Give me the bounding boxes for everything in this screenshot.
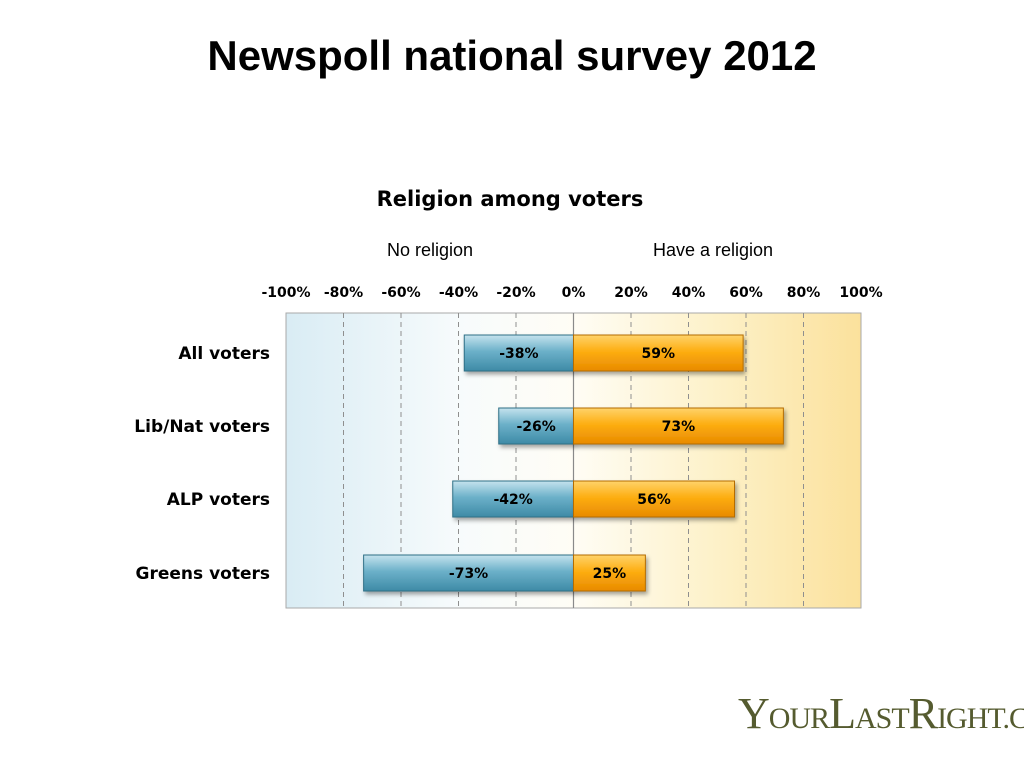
data-label: -38%: [499, 346, 538, 362]
bar-have-religion: [573, 407, 784, 445]
x-tick-label: -80%: [324, 285, 363, 301]
x-tick-label: 80%: [787, 285, 821, 301]
logo-text: IGHT.COM: [937, 702, 1024, 735]
bar-no-religion: [452, 480, 574, 518]
x-axis-ticks: -100% -80% -60% -40% -20% 0% 20% 40% 60% 80% 100%: [261, 285, 882, 301]
data-label: 56%: [637, 492, 671, 508]
category-label: ALP voters: [167, 490, 270, 510]
side-label-right: Have a religion: [653, 240, 773, 260]
x-tick-label: -40%: [439, 285, 478, 301]
x-tick-label: 20%: [614, 285, 648, 301]
logo-text: Y: [738, 689, 770, 738]
logo: YOURLASTRIGHT.COM: [738, 688, 1024, 738]
x-tick-label: 40%: [672, 285, 706, 301]
data-label: -26%: [516, 419, 555, 435]
data-label: 25%: [593, 566, 627, 582]
category-label: All voters: [178, 344, 270, 364]
data-label: 73%: [662, 419, 696, 435]
bar-have-religion: [573, 554, 646, 592]
side-label-left: No religion: [387, 240, 473, 260]
category-label: Greens voters: [136, 564, 270, 584]
bar-no-religion: [498, 407, 574, 445]
x-tick-label: -20%: [496, 285, 535, 301]
data-label: -42%: [493, 492, 532, 508]
logo-text: AST: [855, 702, 910, 735]
bars: All voters -38% 59% Lib/Nat voters -26% 73% AL…: [134, 334, 784, 592]
chart-title: Religion among voters: [377, 187, 644, 211]
logo-text: L: [829, 689, 856, 738]
page-title: Newspoll national survey 2012: [207, 32, 817, 79]
x-tick-label: 60%: [729, 285, 763, 301]
category-label: Lib/Nat voters: [134, 417, 270, 437]
data-label: 59%: [642, 346, 676, 362]
bar-have-religion: [573, 480, 735, 518]
logo-text: OUR: [768, 702, 830, 735]
data-label: -73%: [449, 566, 488, 582]
x-tick-label: -60%: [381, 285, 420, 301]
bar-have-religion: [573, 334, 744, 372]
x-tick-label: -100%: [261, 285, 310, 301]
logo-text: R: [908, 689, 938, 738]
x-tick-label: 100%: [839, 285, 882, 301]
bar-no-religion: [363, 554, 574, 592]
x-tick-label: 0%: [562, 285, 586, 301]
